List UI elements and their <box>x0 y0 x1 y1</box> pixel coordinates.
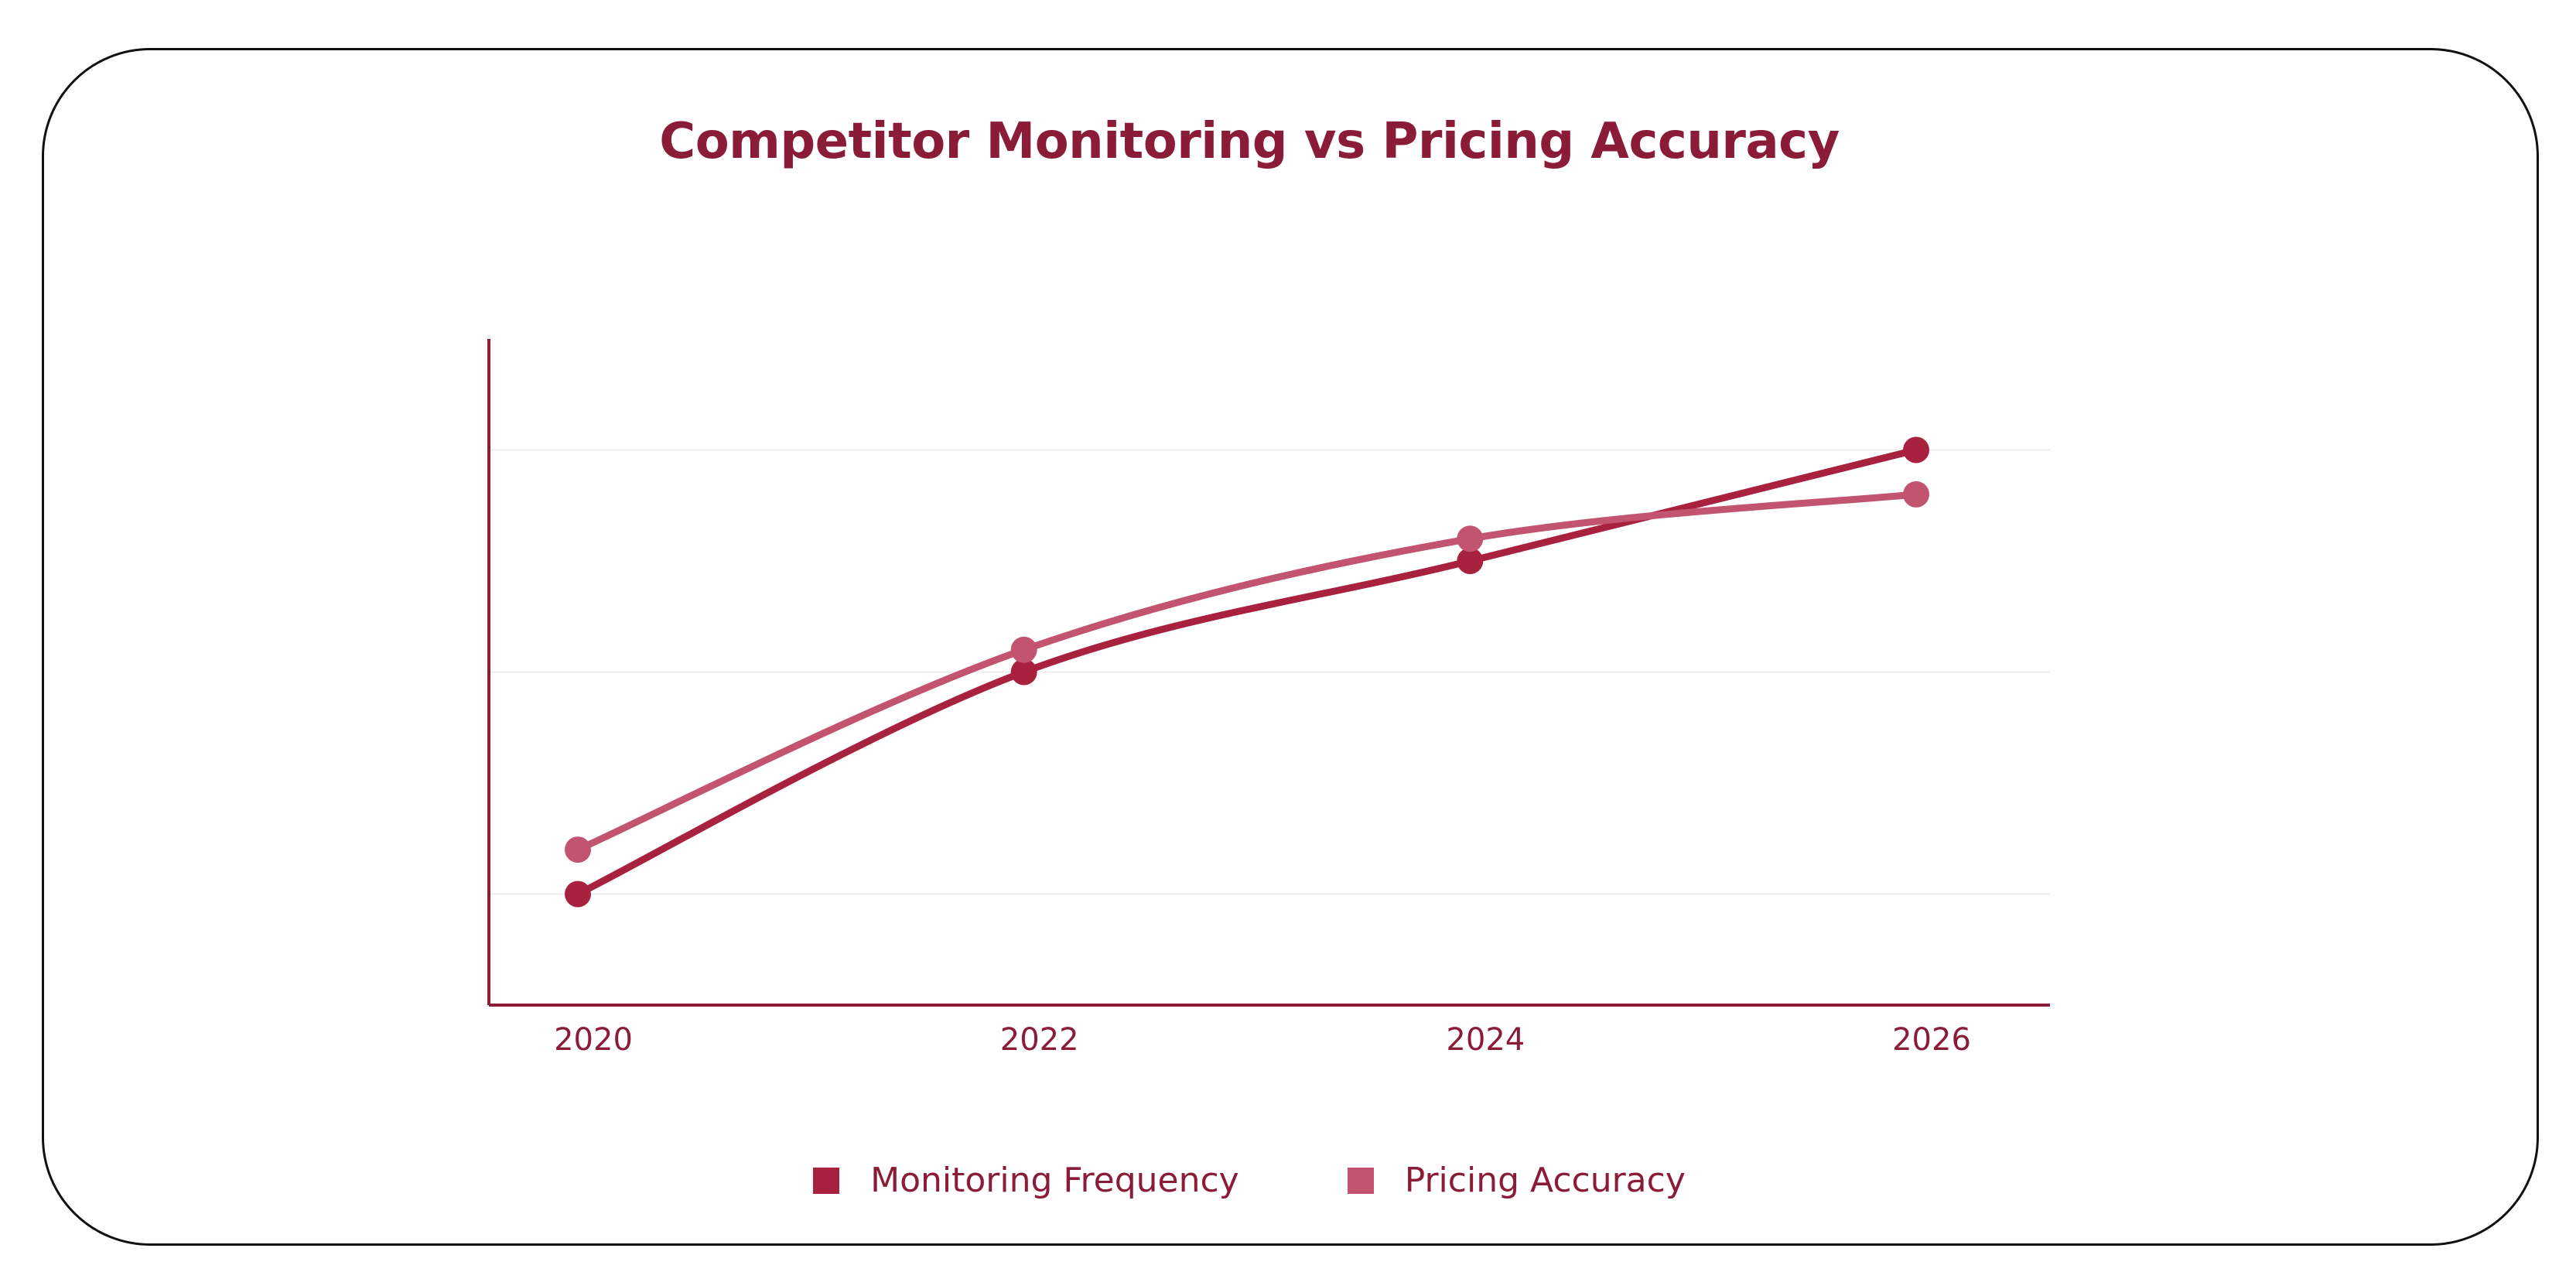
chart-title: Competitor Monitoring vs Pricing Accurac… <box>659 113 1840 170</box>
data-point-s2-2022[interactable] <box>1010 636 1037 663</box>
legend: Monitoring Frequency Pricing Accuracy <box>0 1161 2499 1200</box>
series-line-2 <box>574 491 1920 853</box>
x-tick-label: 2020 <box>554 1022 633 1058</box>
series-line-1 <box>574 446 1920 898</box>
data-point-s1-2022[interactable] <box>1010 658 1037 686</box>
data-point-s2-2024[interactable] <box>1457 525 1484 552</box>
chart-card <box>42 48 2539 1246</box>
data-point-s2-2026[interactable] <box>1903 480 1929 508</box>
data-point-s1-2026[interactable] <box>1903 436 1929 463</box>
legend-item-2[interactable]: Pricing Accuracy <box>1347 1161 1686 1200</box>
x-tick-label: 2026 <box>1892 1022 1971 1058</box>
data-point-s2-2020[interactable] <box>565 836 591 863</box>
data-point-s1-2024[interactable] <box>1457 548 1484 574</box>
legend-swatch <box>1347 1167 1374 1194</box>
legend-swatch <box>813 1167 840 1194</box>
data-point-s1-2020[interactable] <box>565 881 591 908</box>
x-tick-label: 2022 <box>1000 1022 1079 1058</box>
legend-item-1[interactable]: Monitoring Frequency <box>813 1161 1239 1200</box>
gridlines <box>489 449 2050 895</box>
x-tick-label: 2024 <box>1446 1022 1525 1058</box>
legend-label: Pricing Accuracy <box>1404 1161 1686 1200</box>
legend-label: Monitoring Frequency <box>870 1161 1239 1200</box>
